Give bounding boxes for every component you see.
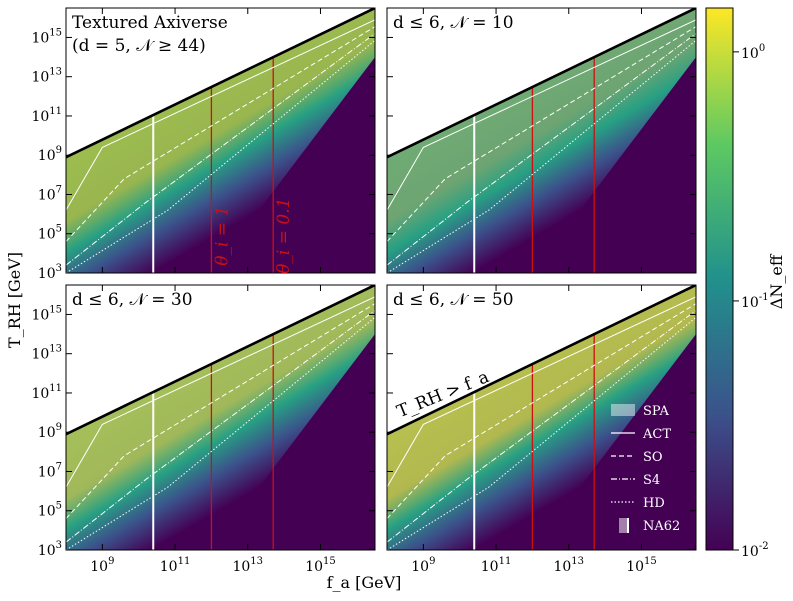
legend-label: ACT [642, 427, 671, 442]
panel-frame [386, 7, 697, 274]
contour-SO [387, 303, 696, 519]
delta-neff-region [66, 8, 375, 273]
legend-label: HD [643, 496, 665, 511]
contour-SO [66, 26, 375, 242]
colorbar-tick-label: 100 [741, 43, 765, 62]
colorbar: 100 10-1 10-2 ΔN_eff [705, 7, 786, 560]
panel-subtitle: (d = 5, 𝒩 ≥ 44) [72, 36, 206, 56]
x-tick-label: 1013 [553, 556, 584, 575]
panel-title: Textured Axiverse [72, 13, 228, 33]
panel-frame [65, 284, 376, 551]
legend-item-SPA: SPA [611, 404, 669, 419]
x-tick-label: 109 [90, 556, 114, 575]
panel-top-right: d ≤ 6, 𝒩 = 10 [386, 7, 697, 274]
y-tick-label: 103 [38, 540, 62, 559]
contour-HD [66, 317, 375, 550]
panels: 103 105 107 109 1011 1013 1015 Textured Axivers… [31, 7, 697, 575]
y-tick-label: 103 [38, 263, 62, 282]
contour-HD [387, 40, 696, 273]
contour-ACT [66, 19, 375, 211]
colorbar-ticks: 100 10-1 10-2 [733, 43, 769, 560]
colorbar-gradient [705, 7, 734, 551]
panel-frame [386, 284, 697, 551]
legend-label: SO [643, 450, 663, 465]
x-tick-label: 1015 [626, 556, 657, 575]
contour-ACT [387, 296, 696, 488]
y-tick-label: 1013 [31, 344, 62, 363]
colorbar-tick-label: 10-1 [741, 292, 769, 311]
contour-S4 [387, 33, 696, 266]
x-tick-label: 1015 [305, 556, 336, 575]
y-tick-label: 107 [38, 184, 62, 203]
contour-S4 [66, 33, 375, 266]
y-tick-label: 109 [38, 145, 62, 164]
contour-ACT [387, 19, 696, 211]
y-tick-label: 107 [38, 461, 62, 480]
contour-ACT [66, 296, 375, 488]
contour-S4 [387, 310, 696, 543]
y-tick-label: 105 [38, 224, 62, 243]
colorbar-label: ΔN_eff [767, 253, 786, 309]
x-tick-label: 109 [411, 556, 435, 575]
x-tick-label: 1013 [232, 556, 263, 575]
contour-HD [387, 317, 696, 550]
panel-title: d ≤ 6, 𝒩 = 10 [393, 13, 514, 33]
contour-HD [66, 40, 375, 273]
boundary-line [387, 285, 696, 436]
legend-item-ACT: ACT [611, 427, 671, 442]
panel-top-left: 103 105 107 109 1011 1013 1015 Textured Axivers… [31, 7, 376, 282]
legend-item-S4: S4 [611, 473, 660, 488]
delta-neff-region [387, 285, 696, 550]
legend-label: NA62 [643, 519, 680, 534]
y-tick-label: 1015 [31, 304, 62, 323]
colorbar-tick-label: 10-2 [741, 541, 769, 560]
contour-SO [387, 26, 696, 242]
legend-item-HD: HD [611, 496, 665, 511]
contour-S4 [66, 310, 375, 543]
boundary-line [66, 285, 375, 436]
legend-item-SO: SO [611, 450, 663, 465]
x-tick-label: 1011 [481, 556, 512, 575]
x-axis-label: f_a [GeV] [327, 573, 402, 592]
boundary-line [66, 8, 375, 159]
legend-label: S4 [643, 473, 660, 488]
panel-frame [65, 7, 376, 274]
panel-title: d ≤ 6, 𝒩 = 30 [72, 290, 193, 310]
contour-SO [66, 303, 375, 519]
y-tick-label: 109 [38, 422, 62, 441]
delta-neff-region [387, 8, 696, 273]
panel-bottom-left: 109 1011 1013 1015 103 105 107 109 1011 1013 1015 d… [31, 284, 376, 575]
y-tick-label: 1011 [31, 106, 62, 125]
x-tick-label: 1011 [160, 556, 191, 575]
y-tick-label: 105 [38, 501, 62, 520]
vertical-line-label: θ_i = 1 [212, 206, 232, 266]
boundary-line [387, 8, 696, 159]
vertical-line-label: θ_i = 0.1 [274, 198, 294, 274]
legend-item-NA62: NA62 [619, 518, 680, 534]
legend-label: SPA [643, 404, 669, 419]
y-tick-label: 1015 [31, 27, 62, 46]
panel-title: d ≤ 6, 𝒩 = 50 [393, 290, 514, 310]
y-tick-label: 1011 [31, 383, 62, 402]
y-tick-label: 1013 [31, 67, 62, 86]
delta-neff-region [66, 285, 375, 550]
y-axis-label: T_RH [GeV] [5, 252, 24, 348]
